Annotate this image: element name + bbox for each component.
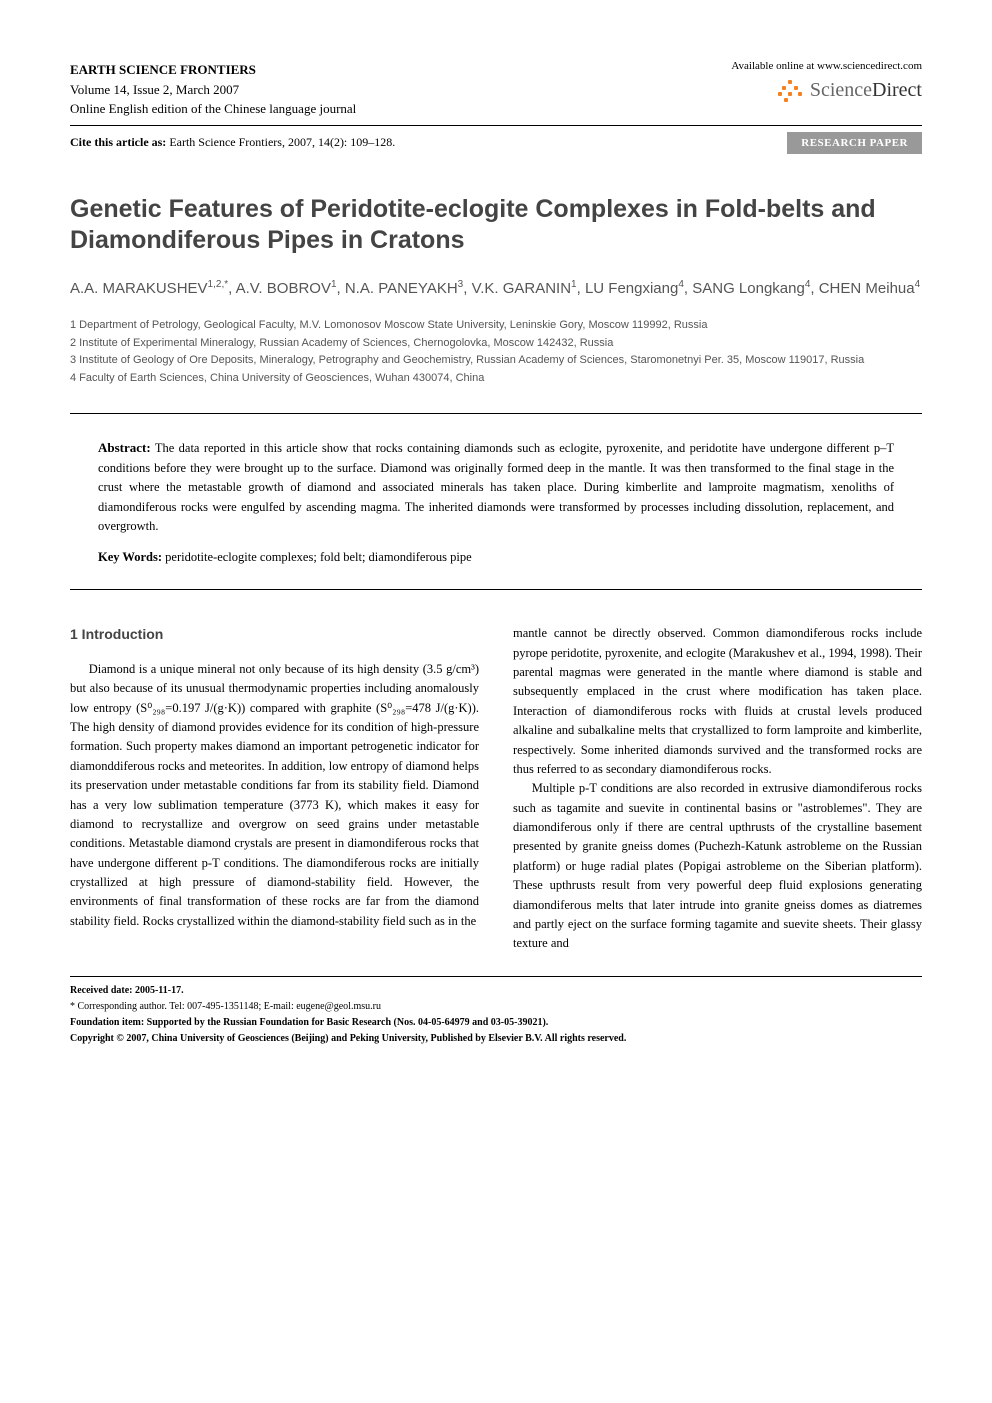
copyright-line: Copyright © 2007, China University of Ge… [70,1031,922,1046]
affiliation-list: 1 Department of Petrology, Geological Fa… [70,317,922,387]
two-column-body: 1 Introduction Diamond is a unique miner… [70,624,922,953]
keywords-line: Key Words: peridotite-eclogite complexes… [98,550,894,565]
abstract-body: The data reported in this article show t… [98,441,894,533]
affiliation-item: 2 Institute of Experimental Mineralogy, … [70,335,922,353]
corresponding-author: * Corresponding author. Tel: 007-495-135… [70,999,922,1014]
column-right: mantle cannot be directly observed. Comm… [513,624,922,953]
column-left: 1 Introduction Diamond is a unique miner… [70,624,479,953]
affiliation-item: 4 Faculty of Earth Sciences, China Unive… [70,370,922,388]
sciencedirect-dots-icon [774,78,804,102]
journal-info: EARTH SCIENCE FRONTIERS Volume 14, Issue… [70,60,356,119]
citation-text: Cite this article as: Earth Science Fron… [70,135,395,150]
abstract-text: Abstract: The data reported in this arti… [98,438,894,536]
sciencedirect-wordmark: ScienceDirect [810,79,922,102]
page-header: EARTH SCIENCE FRONTIERS Volume 14, Issue… [70,60,922,119]
author-list: A.A. MARAKUSHEV1,2,*, A.V. BOBROV1, N.A.… [70,278,922,299]
citation-bar: Cite this article as: Earth Science Fron… [70,125,922,154]
article-title: Genetic Features of Peridotite-eclogite … [70,194,922,257]
available-online-url: Available online at www.sciencedirect.co… [731,60,922,72]
abstract-label: Abstract: [98,440,151,455]
body-paragraph: Diamond is a unique mineral not only bec… [70,660,479,931]
abstract-block: Abstract: The data reported in this arti… [70,413,922,590]
body-paragraph: mantle cannot be directly observed. Comm… [513,624,922,779]
research-paper-badge: RESEARCH PAPER [787,132,922,154]
publisher-block: Available online at www.sciencedirect.co… [731,60,922,119]
keywords-text: peridotite-eclogite complexes; fold belt… [165,550,472,564]
body-paragraph: Multiple p-T conditions are also recorde… [513,779,922,953]
footnotes: Received date: 2005-11-17. * Correspondi… [70,976,922,1046]
edition-note: Online English edition of the Chinese la… [70,99,356,119]
volume-issue: Volume 14, Issue 2, March 2007 [70,80,356,100]
keywords-label: Key Words: [98,550,162,564]
section-heading-introduction: 1 Introduction [70,624,479,646]
received-date: Received date: 2005-11-17. [70,983,922,998]
foundation-item: Foundation item: Supported by the Russia… [70,1015,922,1030]
affiliation-item: 1 Department of Petrology, Geological Fa… [70,317,922,335]
journal-name: EARTH SCIENCE FRONTIERS [70,60,356,80]
affiliation-item: 3 Institute of Geology of Ore Deposits, … [70,352,922,370]
sciencedirect-logo: ScienceDirect [731,78,922,102]
